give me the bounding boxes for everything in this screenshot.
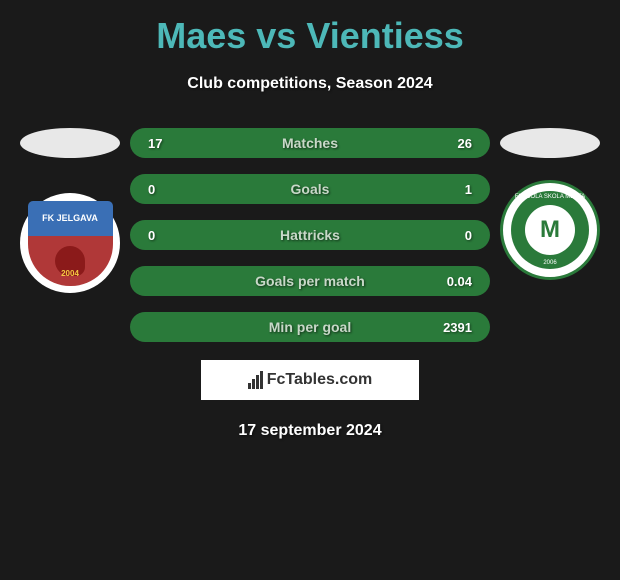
stat-right-value: 1: [465, 182, 472, 197]
page-subtitle: Club competitions, Season 2024: [187, 75, 432, 93]
badge-ring-top-text: FUTBOLA SKOLA METTA: [515, 194, 585, 200]
page-title: Maes vs Vientiess: [156, 15, 464, 57]
team-right-column: FUTBOLA SKOLA METTA M 2006: [490, 128, 610, 280]
chart-bars-icon: [248, 371, 263, 389]
team-left-placeholder-icon: [20, 128, 120, 158]
stat-row-hattricks: 0 Hattricks 0: [130, 220, 490, 250]
stat-label: Min per goal: [269, 319, 351, 335]
stat-right-value: 0.04: [447, 274, 472, 289]
stat-row-goals: 0 Goals 1: [130, 174, 490, 204]
shield-bottom: 2004: [28, 236, 113, 286]
team-left-column: FK JELGAVA 2004: [10, 128, 130, 293]
brand-box[interactable]: FcTables.com: [201, 360, 419, 400]
stat-label: Goals: [291, 181, 330, 197]
shield-year: 2004: [61, 269, 79, 278]
main-container: Maes vs Vientiess Club competitions, Sea…: [0, 0, 620, 450]
team-left-badge: FK JELGAVA 2004: [20, 193, 120, 293]
badge-ring-icon: FUTBOLA SKOLA METTA M 2006: [511, 191, 589, 269]
team-right-placeholder-icon: [500, 128, 600, 158]
stat-label: Matches: [282, 135, 338, 151]
stat-label: Goals per match: [255, 273, 365, 289]
team-right-badge: FUTBOLA SKOLA METTA M 2006: [500, 180, 600, 280]
date-label: 17 september 2024: [238, 422, 381, 440]
badge-letter: M: [525, 205, 575, 255]
stat-left-value: 17: [148, 136, 162, 151]
stats-column: 17 Matches 26 0 Goals 1 0 Hattricks 0 Go…: [130, 128, 490, 342]
stat-left-value: 0: [148, 228, 155, 243]
stat-right-value: 26: [458, 136, 472, 151]
stat-row-min-per-goal: Min per goal 2391: [130, 312, 490, 342]
badge-ring-bottom-text: 2006: [543, 260, 556, 266]
stat-right-value: 2391: [443, 320, 472, 335]
stat-row-goals-per-match: Goals per match 0.04: [130, 266, 490, 296]
content-row: FK JELGAVA 2004 17 Matches 26 0 Goals: [0, 128, 620, 342]
shield-icon: FK JELGAVA 2004: [28, 201, 113, 286]
brand-text: FcTables.com: [267, 371, 373, 389]
shield-top-label: FK JELGAVA: [28, 201, 113, 236]
stat-label: Hattricks: [280, 227, 340, 243]
stat-left-value: 0: [148, 182, 155, 197]
stat-right-value: 0: [465, 228, 472, 243]
stat-row-matches: 17 Matches 26: [130, 128, 490, 158]
